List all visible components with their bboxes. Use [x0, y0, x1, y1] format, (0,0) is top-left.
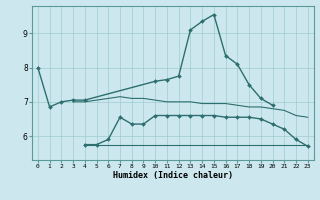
- X-axis label: Humidex (Indice chaleur): Humidex (Indice chaleur): [113, 171, 233, 180]
